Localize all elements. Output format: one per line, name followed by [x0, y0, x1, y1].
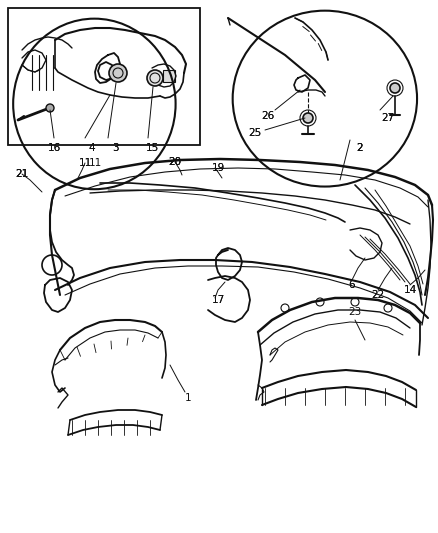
Text: 20: 20	[168, 157, 181, 167]
Circle shape	[147, 70, 162, 86]
Text: 4: 4	[88, 143, 95, 153]
Circle shape	[302, 113, 312, 123]
Text: 25: 25	[248, 128, 261, 138]
Text: 27: 27	[381, 113, 394, 123]
Text: 20: 20	[168, 157, 181, 167]
Text: 14: 14	[403, 285, 416, 295]
Circle shape	[109, 64, 127, 82]
Text: 21: 21	[15, 169, 28, 179]
Text: 23: 23	[348, 307, 361, 317]
Text: 17: 17	[211, 295, 224, 305]
Text: 19: 19	[211, 163, 224, 173]
Text: 16: 16	[47, 143, 60, 153]
Text: 11: 11	[78, 158, 92, 168]
Text: 26: 26	[261, 111, 274, 121]
Text: 3: 3	[111, 143, 118, 153]
Text: 16: 16	[47, 143, 60, 153]
Text: 15: 15	[145, 143, 158, 153]
Text: 6: 6	[348, 280, 354, 290]
Text: 3: 3	[111, 143, 118, 153]
Text: 14: 14	[403, 285, 416, 295]
Text: 27: 27	[381, 113, 394, 123]
Text: 19: 19	[211, 163, 224, 173]
Text: 11: 11	[88, 158, 101, 168]
Text: 2: 2	[356, 143, 363, 153]
Circle shape	[389, 83, 399, 93]
Text: 25: 25	[248, 128, 261, 138]
Text: 20: 20	[168, 157, 181, 167]
Text: 21: 21	[15, 169, 28, 179]
Text: 22: 22	[371, 290, 384, 300]
Text: 1: 1	[184, 393, 191, 403]
Text: 2: 2	[356, 143, 363, 153]
Bar	[162, 70, 175, 82]
Text: 21: 21	[15, 169, 28, 179]
Text: 22: 22	[371, 290, 384, 300]
Text: 17: 17	[211, 295, 224, 305]
Circle shape	[46, 104, 54, 112]
Text: 15: 15	[145, 143, 158, 153]
Text: 26: 26	[261, 111, 274, 121]
Text: 2: 2	[356, 143, 363, 153]
Text: 6: 6	[348, 280, 354, 290]
Text: 4: 4	[88, 143, 95, 153]
Text: 11: 11	[78, 158, 92, 168]
Bar	[8, 8, 200, 145]
